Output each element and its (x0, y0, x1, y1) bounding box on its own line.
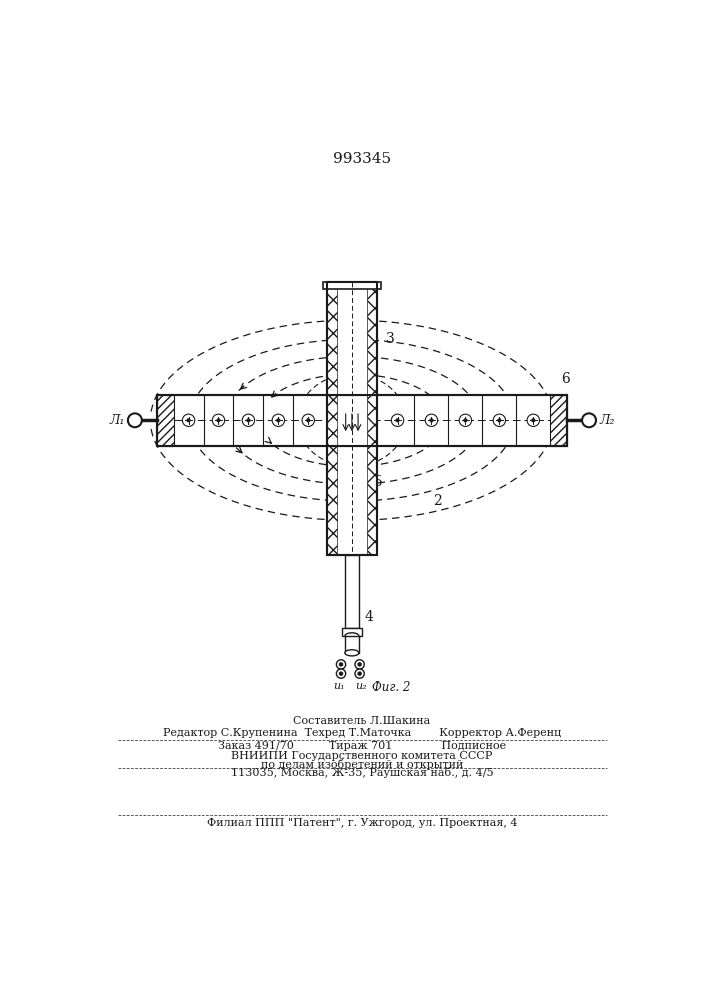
Circle shape (217, 419, 220, 422)
Circle shape (337, 669, 346, 678)
Text: 113035, Москва, Ж-35, Раушская наб., д. 4/5: 113035, Москва, Ж-35, Раушская наб., д. … (230, 767, 493, 778)
Circle shape (339, 663, 343, 666)
Bar (367, 282, 377, 555)
Bar (327, 282, 337, 555)
Text: Редактор С.Крупенина  Техред Т.Маточка        Корректор А.Ференц: Редактор С.Крупенина Техред Т.Маточка Ко… (163, 728, 561, 738)
Circle shape (358, 672, 361, 675)
Text: Заказ 491/70          Тираж 701              Подписное: Заказ 491/70 Тираж 701 Подписное (218, 741, 506, 751)
Circle shape (339, 672, 343, 675)
Circle shape (272, 414, 284, 426)
Circle shape (464, 419, 467, 422)
Circle shape (187, 419, 190, 422)
Bar (327, 282, 377, 555)
Circle shape (355, 660, 364, 669)
Text: ВНИИПИ Государственного комитета СССР: ВНИИПИ Государственного комитета СССР (231, 751, 493, 761)
Circle shape (128, 413, 142, 427)
Circle shape (182, 414, 195, 426)
Circle shape (426, 414, 438, 426)
Circle shape (277, 419, 280, 422)
Ellipse shape (345, 650, 359, 656)
Bar (156, 395, 567, 446)
Circle shape (358, 663, 361, 666)
Text: по делам изобретений и открытий: по делам изобретений и открытий (261, 759, 463, 770)
Circle shape (337, 660, 346, 669)
Circle shape (247, 419, 250, 422)
Text: 6: 6 (561, 372, 570, 386)
Text: Фиг. 2: Фиг. 2 (372, 681, 410, 694)
Text: Л₂: Л₂ (599, 414, 614, 427)
Text: 993345: 993345 (333, 152, 391, 166)
Circle shape (302, 414, 315, 426)
Circle shape (527, 414, 539, 426)
Bar (156, 395, 567, 446)
Text: Филиал ППП "Патент", г. Ужгород, ул. Проектная, 4: Филиал ППП "Патент", г. Ужгород, ул. Про… (206, 818, 518, 828)
Text: 4: 4 (365, 610, 374, 624)
Circle shape (396, 419, 399, 422)
Bar (345, 555, 359, 628)
Circle shape (391, 414, 404, 426)
Text: u₁: u₁ (333, 681, 344, 691)
Bar (341, 628, 362, 636)
Circle shape (307, 419, 310, 422)
Bar (550, 395, 567, 446)
Circle shape (498, 419, 501, 422)
Circle shape (430, 419, 433, 422)
Text: 2: 2 (433, 494, 442, 508)
Bar (327, 282, 377, 555)
Circle shape (460, 414, 472, 426)
Circle shape (532, 419, 534, 422)
Circle shape (243, 414, 255, 426)
Bar (156, 395, 174, 446)
Text: Составитель Л.Шакина: Составитель Л.Шакина (293, 716, 431, 726)
Circle shape (212, 414, 225, 426)
Bar (323, 282, 380, 289)
Text: u₂: u₂ (356, 681, 367, 691)
Text: 3: 3 (386, 332, 395, 346)
Text: 5: 5 (373, 475, 382, 489)
Circle shape (355, 669, 364, 678)
Circle shape (582, 413, 596, 427)
Text: Л₁: Л₁ (110, 414, 125, 427)
Circle shape (493, 414, 506, 426)
